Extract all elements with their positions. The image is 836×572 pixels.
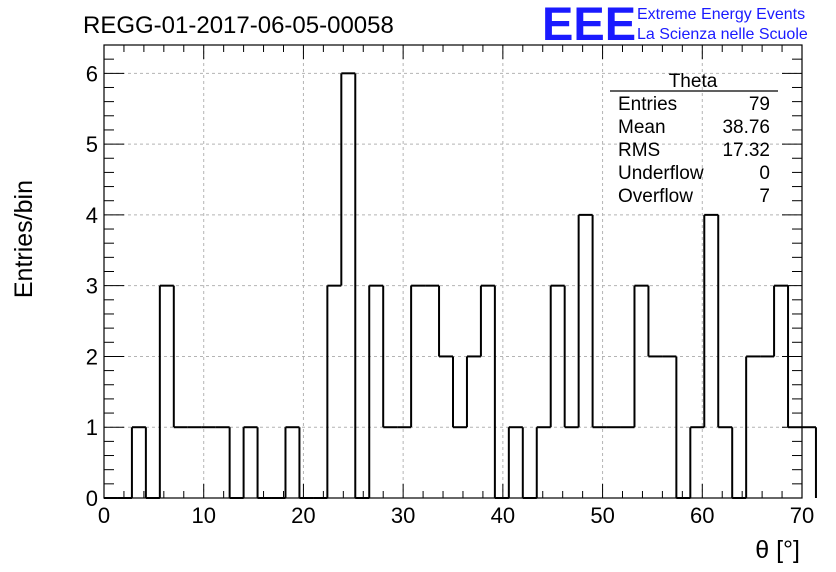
stats-label-entries: Entries bbox=[618, 94, 677, 115]
y-tick-label: 6 bbox=[86, 61, 98, 86]
x-tick-label: 0 bbox=[98, 503, 110, 528]
axis-ticks bbox=[103, 44, 803, 499]
x-tick-label: 20 bbox=[291, 503, 315, 528]
y-tick-label: 4 bbox=[86, 203, 98, 228]
y-axis-label: Entries/bin bbox=[10, 180, 38, 298]
stats-value-mean: 38.76 bbox=[722, 117, 770, 138]
stats-value-underflow: 0 bbox=[759, 163, 770, 184]
stats-value-entries: 79 bbox=[749, 94, 770, 115]
x-tick-label: 10 bbox=[191, 503, 215, 528]
stats-box: Theta Entries 79 Mean 38.76 RMS 17.32 Un… bbox=[610, 71, 778, 207]
logo-line-1: Extreme Energy Events bbox=[637, 6, 805, 23]
plot-frame bbox=[103, 44, 803, 499]
y-tick-label: 0 bbox=[86, 486, 98, 511]
stats-label-mean: Mean bbox=[618, 117, 666, 138]
x-tick-label: 60 bbox=[690, 503, 714, 528]
stats-value-rms: 17.32 bbox=[722, 140, 770, 161]
logo-line-2: La Scienza nelle Scuole bbox=[637, 26, 808, 43]
y-tick-label: 3 bbox=[86, 274, 98, 299]
grid bbox=[104, 45, 802, 498]
stats-label-rms: RMS bbox=[618, 140, 660, 161]
stats-label-underflow: Underflow bbox=[618, 163, 704, 184]
y-tick-label: 5 bbox=[86, 132, 98, 157]
eee-logo: EEE Extreme Energy Events La Scienza nel… bbox=[542, 0, 808, 50]
x-tick-label: 40 bbox=[491, 503, 515, 528]
stats-title: Theta bbox=[669, 71, 718, 92]
x-tick-label: 50 bbox=[590, 503, 614, 528]
eee-logo-mark: EEE bbox=[542, 0, 636, 50]
chart-title: REGG-01-2017-06-05-00058 bbox=[83, 12, 394, 39]
y-tick-label: 2 bbox=[86, 344, 98, 369]
y-tick-label: 1 bbox=[86, 415, 98, 440]
x-tick-label: 30 bbox=[391, 503, 415, 528]
x-tick-label: 70 bbox=[790, 503, 814, 528]
x-axis-label: θ [°] bbox=[755, 536, 800, 564]
stats-value-overflow: 7 bbox=[759, 186, 770, 207]
stats-label-overflow: Overflow bbox=[618, 186, 693, 207]
